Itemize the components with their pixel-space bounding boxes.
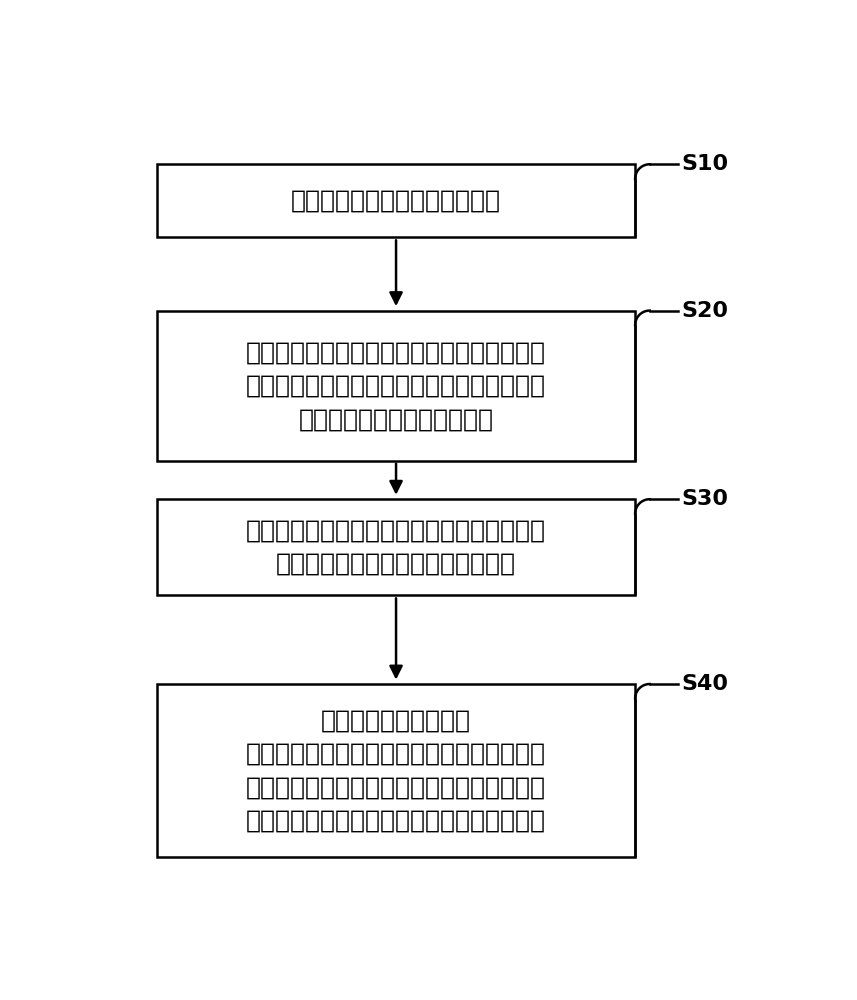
Text: S20: S20 [681,301,728,321]
Text: 当所述测量尺寸与参照
物的实际物理尺寸的误差值小于预设误差阈值
时，获取待还原尺寸在第二预设分辨率下每个
像素对应的实际物理尺寸以进行车架号的还原: 当所述测量尺寸与参照 物的实际物理尺寸的误差值小于预设误差阈值 时，获取待还原尺… [246,708,546,833]
Text: S40: S40 [681,674,728,694]
Bar [157,684,635,857]
Text: 根据所述对应关系以及参照物关键点在图像中
的像素坐标，获取参照物的测量尺寸: 根据所述对应关系以及参照物关键点在图像中 的像素坐标，获取参照物的测量尺寸 [246,519,546,576]
Text: S30: S30 [681,489,728,509]
Text: 获取包括车架号和参照物的图像: 获取包括车架号和参照物的图像 [291,189,501,213]
Bar [157,164,635,237]
Bar [157,311,635,461]
Bar [157,499,635,595]
Text: S10: S10 [681,154,728,174]
Text: 根据所述参照物关键点之间的图像坐标及实际
物理尺寸，获取第一预设分辨率下每个像素坐
标与实际物理尺寸的对应关系: 根据所述参照物关键点之间的图像坐标及实际 物理尺寸，获取第一预设分辨率下每个像素… [246,340,546,431]
